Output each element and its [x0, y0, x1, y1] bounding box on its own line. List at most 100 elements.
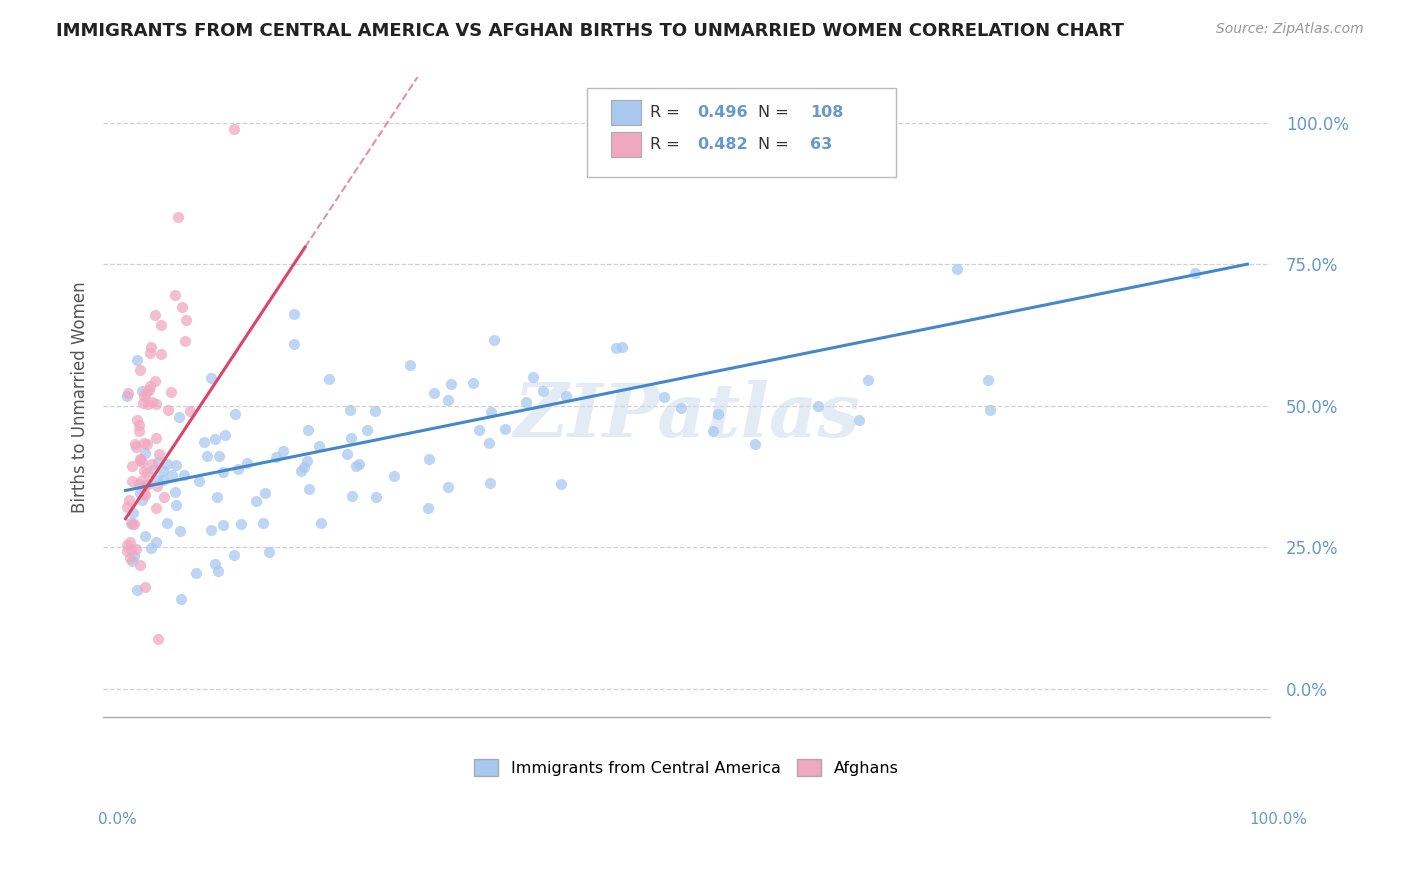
Point — [211, 517, 233, 532]
Point — [152, 473, 174, 487]
Point — [117, 538, 139, 552]
Point — [172, 300, 194, 314]
Point — [146, 632, 169, 646]
Point — [494, 422, 516, 436]
Point — [479, 404, 502, 418]
Point — [169, 409, 191, 424]
Bar — [610, 132, 641, 157]
Point — [148, 447, 170, 461]
Point — [200, 523, 222, 537]
Point — [156, 458, 179, 472]
Point — [298, 482, 321, 496]
Point — [146, 455, 169, 469]
Point — [522, 370, 544, 384]
Text: 0.0%: 0.0% — [98, 812, 138, 827]
Point — [118, 551, 141, 566]
Point — [188, 475, 211, 489]
Point — [128, 477, 150, 491]
Point — [236, 456, 259, 470]
Point — [467, 423, 489, 437]
Point — [156, 516, 179, 531]
Text: ZIPatlas: ZIPatlas — [513, 380, 860, 452]
Point — [652, 391, 675, 405]
Point — [145, 500, 167, 515]
Point — [437, 480, 460, 494]
Y-axis label: Births to Unmarried Women: Births to Unmarried Women — [72, 281, 89, 513]
Point — [418, 501, 440, 516]
Point — [193, 434, 215, 449]
Point — [254, 486, 277, 500]
Point — [115, 389, 138, 403]
Point — [153, 491, 176, 505]
Point — [120, 516, 142, 530]
Point — [124, 542, 146, 557]
Point — [129, 362, 152, 376]
Point — [207, 490, 229, 504]
Point — [138, 384, 160, 398]
Point — [283, 307, 305, 321]
Point — [145, 431, 167, 445]
Point — [318, 371, 340, 385]
Point — [145, 397, 167, 411]
Point — [174, 334, 197, 348]
Text: IMMIGRANTS FROM CENTRAL AMERICA VS AFGHAN BIRTHS TO UNMARRIED WOMEN CORRELATION : IMMIGRANTS FROM CENTRAL AMERICA VS AFGHA… — [56, 22, 1125, 40]
Point — [231, 517, 253, 532]
Point — [555, 389, 578, 403]
Point — [115, 500, 138, 514]
Point — [257, 545, 280, 559]
Point — [134, 446, 156, 460]
Point — [125, 583, 148, 598]
Point — [186, 566, 208, 581]
Point — [120, 535, 142, 549]
Point — [382, 469, 405, 483]
Point — [165, 288, 187, 302]
Text: 63: 63 — [810, 137, 832, 152]
Point — [165, 458, 187, 472]
Point — [226, 462, 249, 476]
Point — [132, 389, 155, 403]
FancyBboxPatch shape — [588, 88, 897, 177]
Point — [127, 353, 149, 368]
Point — [125, 413, 148, 427]
Point — [200, 371, 222, 385]
Point — [169, 524, 191, 538]
Point — [135, 436, 157, 450]
Point — [344, 459, 367, 474]
Point — [478, 476, 501, 491]
Text: 108: 108 — [810, 105, 844, 120]
Point — [848, 413, 870, 427]
Text: 0.496: 0.496 — [697, 105, 748, 120]
Point — [610, 340, 633, 354]
Point — [418, 452, 440, 467]
Point — [134, 487, 156, 501]
Point — [702, 424, 724, 438]
Text: R =: R = — [651, 105, 685, 120]
Point — [271, 443, 294, 458]
Point — [157, 403, 180, 417]
Point — [173, 468, 195, 483]
Point — [399, 358, 422, 372]
Point — [136, 397, 159, 411]
Point — [252, 516, 274, 530]
Point — [115, 544, 138, 558]
Point — [138, 477, 160, 491]
Point — [131, 493, 153, 508]
Point — [117, 386, 139, 401]
Text: R =: R = — [651, 137, 685, 152]
Point — [146, 479, 169, 493]
Point — [204, 557, 226, 571]
Point — [478, 436, 501, 450]
Point — [145, 535, 167, 549]
Point — [207, 564, 229, 578]
Point — [179, 404, 201, 418]
Point — [295, 454, 318, 468]
Point — [121, 459, 143, 474]
Point — [195, 449, 218, 463]
Point — [167, 211, 190, 225]
Point — [1184, 266, 1206, 280]
Point — [482, 333, 505, 347]
Point — [143, 308, 166, 322]
Point — [141, 458, 163, 472]
Point — [139, 541, 162, 555]
Point — [439, 377, 461, 392]
